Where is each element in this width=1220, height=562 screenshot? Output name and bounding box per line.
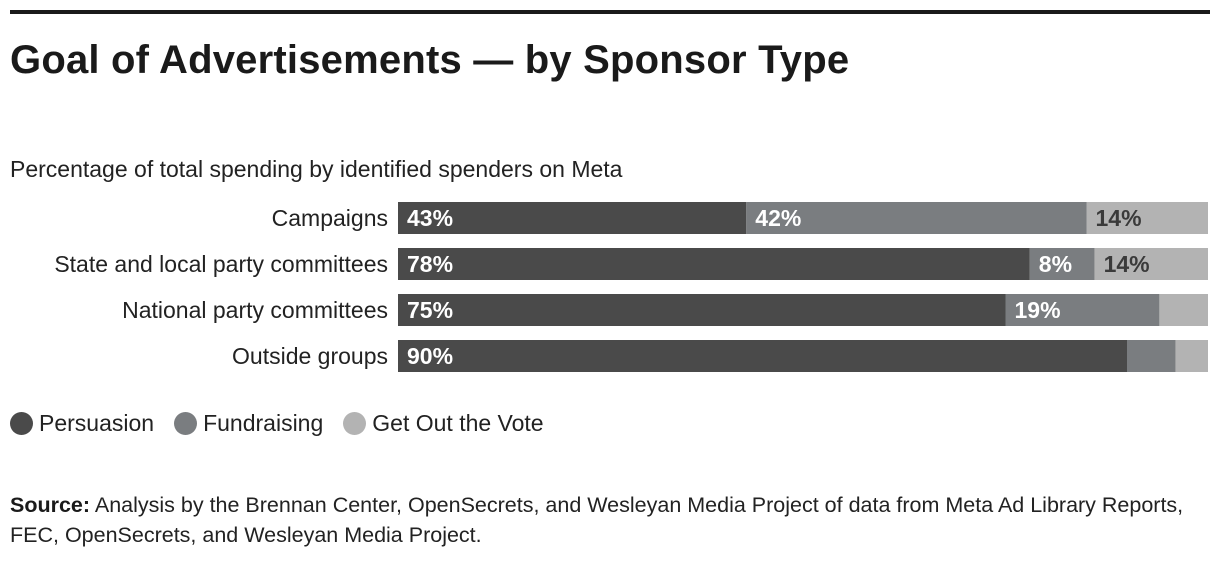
source-text: Analysis by the Brennan Center, OpenSecr… xyxy=(10,493,1184,547)
bar-national-party-committees-persuasion xyxy=(398,294,1006,326)
legend-label-fundraising: Fundraising xyxy=(203,410,324,436)
chart-title: Goal of Advertisements — by Sponsor Type xyxy=(10,38,850,82)
category-label-national-party-committees: National party committees xyxy=(122,297,388,323)
bar-campaigns-fundraising xyxy=(746,202,1087,234)
bar-outside-groups-persuasion xyxy=(398,340,1127,372)
category-label-state-and-local-party-committees: State and local party committees xyxy=(54,251,388,277)
bar-outside-groups-fundraising xyxy=(1127,340,1176,372)
data-label-campaigns-fundraising: 42% xyxy=(755,205,801,231)
bar-state-and-local-party-committees-persuasion xyxy=(398,248,1030,280)
legend-swatch-persuasion xyxy=(10,412,33,435)
legend-swatch-fundraising xyxy=(174,412,198,435)
data-label-campaigns-get-out-the-vote: 14% xyxy=(1096,205,1142,231)
bar-state-and-local-party-committees-get-out-the-vote xyxy=(1094,248,1208,280)
legend-item-fundraising: Fundraising xyxy=(174,410,323,437)
stacked-bar-chart: Campaigns 43% 42% 14% State and local party … xyxy=(54,202,1208,372)
data-label-national-party-committees-persuasion: 75% xyxy=(407,297,453,323)
data-label-national-party-committees-fundraising: 19% xyxy=(1015,297,1061,323)
legend-item-persuasion: Persuasion xyxy=(10,410,154,437)
source-note: Source: Analysis by the Brennan Center, … xyxy=(10,490,1210,550)
data-label-state-and-local-party-committees-fundraising: 8% xyxy=(1039,251,1072,277)
data-label-campaigns-persuasion: 43% xyxy=(407,205,453,231)
legend-item-get-out-the-vote: Get Out the Vote xyxy=(343,410,544,437)
data-label-outside-groups-persuasion: 90% xyxy=(407,343,453,369)
legend-swatch-get-out-the-vote xyxy=(343,412,367,435)
chart-subtitle: Percentage of total spending by identifi… xyxy=(10,156,623,182)
bar-state-and-local-party-committees-fundraising xyxy=(1029,248,1095,280)
bar-national-party-committees-get-out-the-vote xyxy=(1159,294,1208,326)
source-label: Source: xyxy=(10,493,91,517)
category-label-campaigns: Campaigns xyxy=(272,205,388,231)
legend-label-get-out-the-vote: Get Out the Vote xyxy=(372,410,544,436)
legend-label-persuasion: Persuasion xyxy=(39,410,155,436)
legend: Persuasion Fundraising Get Out the Vote xyxy=(10,410,564,437)
data-label-state-and-local-party-committees-get-out-the-vote: 14% xyxy=(1104,251,1150,277)
category-label-outside-groups: Outside groups xyxy=(232,343,388,369)
data-label-state-and-local-party-committees-persuasion: 78% xyxy=(407,251,453,277)
bar-outside-groups-get-out-the-vote xyxy=(1175,340,1208,372)
bar-campaigns-get-out-the-vote xyxy=(1086,202,1208,234)
bar-national-party-committees-fundraising xyxy=(1005,294,1160,326)
bar-campaigns-persuasion xyxy=(398,202,747,234)
top-rule xyxy=(10,10,1210,14)
